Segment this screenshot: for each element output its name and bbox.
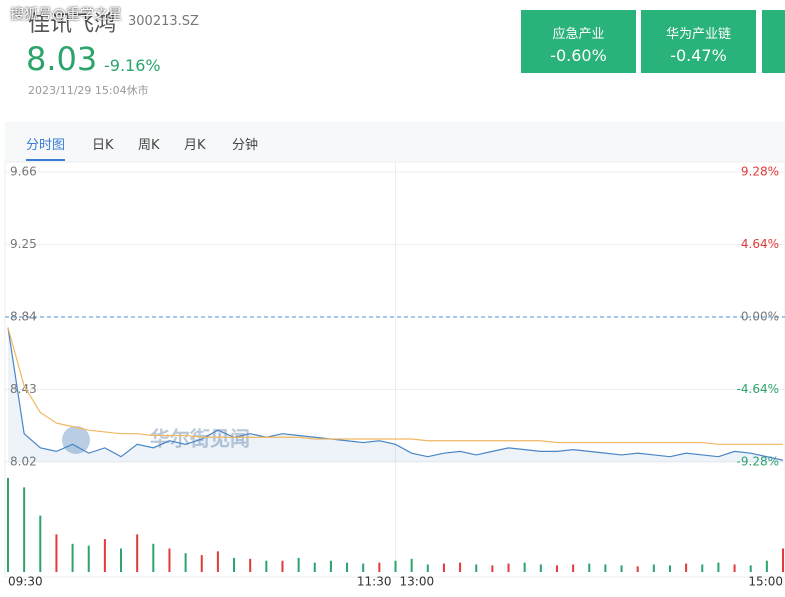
price: 8.03 bbox=[26, 40, 98, 78]
volume-bar bbox=[216, 551, 219, 572]
y2-tick-label: 9.28% bbox=[741, 165, 779, 179]
volume-bar bbox=[184, 553, 187, 572]
x-tick-label: 13:00 bbox=[400, 575, 435, 589]
sector-change: -0.47% bbox=[670, 46, 727, 65]
price-change: -9.16% bbox=[104, 56, 161, 75]
volume-bar bbox=[539, 564, 542, 572]
volume-bar bbox=[55, 534, 58, 572]
watermark: 搜狐号@重学之星 bbox=[10, 7, 122, 23]
volume-bar bbox=[604, 564, 607, 572]
y2-tick-label: -9.28% bbox=[737, 455, 779, 469]
volume-bar bbox=[507, 563, 510, 572]
volume-bar bbox=[491, 565, 494, 572]
tab[interactable]: 周K bbox=[138, 138, 160, 153]
volume-bar bbox=[233, 557, 236, 572]
sector-card[interactable]: 华为产业链 -0.47% bbox=[641, 10, 756, 73]
y-tick-label: 8.84 bbox=[10, 310, 37, 324]
price-line bbox=[7, 327, 784, 461]
x-tick-label: 11:30 bbox=[357, 575, 392, 589]
y2-tick-label: 0.00% bbox=[741, 310, 779, 324]
volume-bar bbox=[103, 539, 106, 572]
volume-bar bbox=[87, 545, 90, 572]
stock-name: 佳讯飞鸿 bbox=[28, 12, 117, 37]
tab-bar bbox=[5, 122, 785, 162]
volume-bar bbox=[588, 563, 591, 572]
volume-bar bbox=[362, 563, 365, 572]
average-line bbox=[7, 327, 783, 445]
sector-name: 应急产业 bbox=[552, 27, 605, 42]
volume-bar bbox=[168, 548, 171, 572]
volume-bar bbox=[765, 560, 768, 572]
sector-name: 华为产业链 bbox=[665, 27, 731, 42]
chart-watermark: 华尔街见闻 bbox=[150, 427, 250, 451]
volume-bar bbox=[136, 534, 139, 572]
y-tick-label: 9.66 bbox=[10, 165, 37, 179]
volume-bar bbox=[652, 564, 655, 572]
volume-bar bbox=[426, 564, 429, 572]
tab[interactable]: 分钟 bbox=[232, 138, 259, 153]
volume-bar bbox=[120, 548, 123, 572]
volume-bar bbox=[378, 562, 381, 572]
volume-bar bbox=[701, 564, 704, 572]
timestamp: 2023/11/29 15:04休市 bbox=[28, 84, 149, 97]
volume-bar bbox=[394, 560, 397, 572]
volume-bar bbox=[749, 565, 752, 572]
volume-bar bbox=[152, 543, 155, 572]
volume-bar bbox=[620, 565, 623, 572]
watermark-logo bbox=[62, 426, 90, 454]
y2-tick-label: -4.64% bbox=[737, 382, 779, 396]
sector-change: -0.60% bbox=[550, 46, 607, 65]
volume-bar bbox=[685, 563, 688, 572]
volume-bar bbox=[782, 548, 784, 572]
volume-bar bbox=[442, 563, 445, 572]
volume-bar bbox=[733, 564, 736, 572]
volume-bar bbox=[313, 562, 316, 572]
tab[interactable]: 日K bbox=[92, 138, 114, 153]
sector-card[interactable] bbox=[762, 10, 785, 73]
x-tick-label: 09:30 bbox=[8, 575, 43, 589]
tab[interactable]: 分时图 bbox=[26, 134, 66, 161]
volume-bar bbox=[636, 566, 639, 572]
volume-bar bbox=[249, 558, 252, 572]
volume-bar bbox=[523, 562, 526, 572]
volume-bar bbox=[200, 555, 203, 572]
volume-bar bbox=[39, 515, 42, 572]
volume-bar bbox=[346, 562, 349, 572]
volume-bar bbox=[329, 560, 332, 572]
volume-bar bbox=[459, 562, 462, 572]
volume-bar bbox=[23, 487, 26, 572]
sector-card[interactable]: 应急产业 -0.60% bbox=[521, 10, 636, 73]
volume-bar bbox=[281, 560, 284, 572]
x-tick-label: 15:00 bbox=[748, 575, 783, 589]
tab[interactable]: 月K bbox=[184, 138, 206, 153]
stock-code: 300213.SZ bbox=[128, 14, 199, 29]
volume-bar bbox=[71, 543, 74, 572]
volume-bar bbox=[668, 565, 671, 572]
volume-bar bbox=[7, 478, 9, 572]
volume-bar bbox=[555, 565, 558, 572]
volume-bar bbox=[410, 558, 413, 572]
y2-tick-label: 4.64% bbox=[741, 237, 779, 251]
y-tick-label: 8.02 bbox=[10, 455, 37, 469]
volume-bar bbox=[572, 564, 575, 572]
volume-bar bbox=[297, 557, 300, 572]
volume-bar bbox=[717, 562, 720, 572]
y-tick-label: 9.25 bbox=[10, 237, 37, 251]
volume-bar bbox=[265, 560, 268, 572]
volume-bar bbox=[475, 564, 478, 572]
